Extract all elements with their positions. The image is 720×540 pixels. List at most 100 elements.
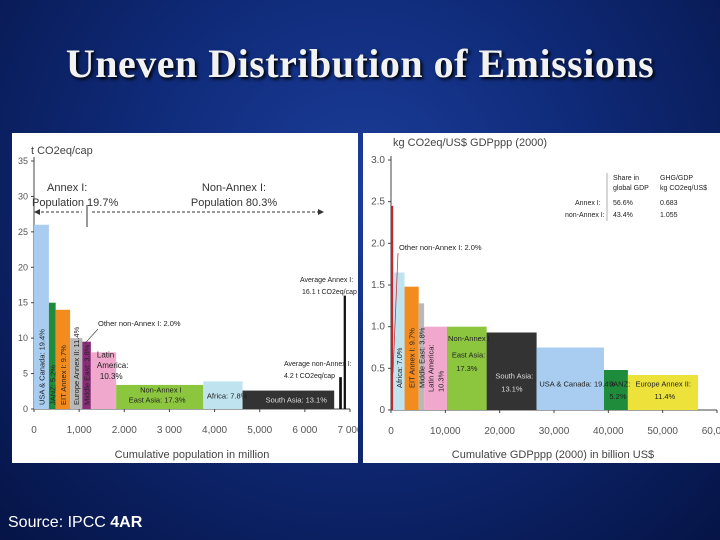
non-annex-label: Non-Annex I: [202, 182, 266, 194]
x-tick-label: 5,000 [247, 425, 272, 436]
bar-label: East Asia: 17.3% [129, 396, 186, 405]
bar-label: Latin [97, 350, 114, 359]
source-report: 4AR [110, 514, 143, 531]
x-tick-label: 2.000 [112, 425, 137, 436]
x-tick-label: 4,000 [202, 425, 227, 436]
other-non-annex-leader [84, 328, 99, 345]
bar-label: East Asia: [452, 351, 485, 360]
table-cell: 0.683 [660, 200, 678, 207]
bar-south-asia-13-1 [486, 332, 537, 410]
bar-other-non-annex-i-2-0 [339, 377, 342, 409]
bar-label: Middle East: 3.8% [83, 344, 92, 405]
y-tick-label: 5 [23, 369, 28, 379]
per-capita-chart-svg: 0 5 10 15 20 25 30 35 0 1,000 2.000 3 000 4,000 5,000… [18, 145, 358, 461]
per-gdp-chart-svg: 0 0.5 1.0 1.5 2.0 2.5 3.0 0 10,000 20,000 30,000 40… [371, 137, 720, 461]
bar-janz-5-2 [603, 370, 628, 410]
x-axis-title: Cumulative GDPppp (2000) in billion US$ [452, 449, 654, 461]
x-tick-label: 60,000 [702, 426, 720, 437]
average-non-annex-value: 4.2 t CO2eq/cap [284, 373, 335, 380]
y-tick-label: 0 [379, 405, 385, 416]
bar-europe-annex-ii-11-4 [70, 338, 83, 409]
y-tick-label: 0 [23, 404, 28, 414]
other-non-annex-note: Other non-Annex I: 2.0% [98, 319, 181, 328]
bar-south-asia-13-1 [242, 390, 335, 409]
bar-middle-east-3-8 [82, 341, 91, 409]
bar-label: Latin America: [427, 344, 436, 392]
x-tick-label: 1,000 [67, 425, 92, 436]
bar-other-non-annex-i-2-0 [343, 295, 346, 409]
y-axis-title: t CO2eq/cap [31, 145, 93, 157]
bar-label: 13.1% [501, 385, 523, 394]
bar-label: Non-Annex I [140, 386, 182, 395]
table-row-label: non-Annex I: [565, 212, 605, 219]
bar-latin-america-10-3 [90, 352, 117, 409]
table-header-share: global GDP [613, 185, 649, 192]
source-prefix: Source: IPCC [8, 514, 111, 531]
bar-label: JANZ: 5.2% [48, 365, 57, 405]
bar-label: South Asia: 13.1% [266, 396, 328, 405]
emissions-per-gdp-chart: 0 0.5 1.0 1.5 2.0 2.5 3.0 0 10,000 20,000 30,000 40… [363, 133, 720, 463]
y-tick-label: 2.0 [371, 238, 385, 249]
bar-label: Europe Annex II: 11.4% [72, 326, 81, 405]
y-tick-label: 10 [18, 333, 28, 343]
bar-label: EIT Annex I: 9.7% [408, 328, 417, 388]
bar-label: USA & Canada: 19.4% [37, 329, 46, 405]
other-non-annex-note: Other non-Annex I: 2.0% [399, 243, 482, 252]
y-tick-label: 1.5 [371, 280, 385, 291]
bar-usa-canada-19-4 [34, 224, 49, 409]
bar-europe-annex-ii-11-4 [627, 375, 698, 410]
bar-label: 17.3% [456, 364, 478, 373]
bar-middle-east-3-8 [418, 303, 425, 410]
bar-label: 5.2% [609, 392, 626, 401]
bar-other-non-annex-i-2-0 [391, 205, 394, 410]
bar-label: Non-Annex I [448, 334, 490, 343]
bar-eit-annex-i-9-7 [55, 309, 71, 409]
annex-arrow-head [34, 209, 40, 215]
annex-label: Annex I: [47, 182, 87, 194]
bar-label: Africa: 7.0% [395, 347, 404, 388]
bar-label: USA & Canada: 19.4% [539, 380, 615, 389]
y-tick-label: 25 [18, 227, 28, 237]
table-row-label: Annex I: [575, 200, 601, 207]
bar-label: Africa: 7.8% [207, 391, 248, 400]
x-tick-label: 3 000 [157, 425, 182, 436]
y-axis-title: kg CO2eq/US$ GDPppp (2000) [393, 137, 547, 149]
table-cell: 56.6% [613, 200, 633, 207]
non-annex-arrow-head [318, 209, 324, 215]
other-non-annex-leader [392, 252, 399, 374]
x-tick-label: 7 000 [337, 425, 358, 436]
average-annex-note: Average Annex I: [300, 277, 353, 284]
table-cell: 43.4% [613, 212, 633, 219]
average-non-annex-note: Average non-Annex I: [284, 361, 352, 368]
bar-label: JANZ: [609, 380, 630, 389]
table-header-ghg: GHG/GDP [660, 175, 693, 182]
bar-janz-5-2 [48, 302, 56, 409]
bar-label: 10.3% [100, 372, 123, 381]
bar-label: Middle East: 3.8% [417, 327, 426, 388]
bar-label: Europe Annex II: [636, 380, 691, 389]
x-tick-label: 6 000 [292, 425, 317, 436]
bar-usa-canada-19-4 [536, 347, 604, 410]
source-citation: Source: IPCC 4AR [8, 514, 142, 532]
y-tick-label: 15 [18, 298, 28, 308]
x-tick-label: 30,000 [539, 426, 570, 437]
y-tick-label: 3.0 [371, 155, 385, 166]
y-tick-label: 0.5 [371, 363, 385, 374]
table-header-share: Share in [613, 175, 639, 182]
bar-eit-annex-i-9-7 [404, 286, 419, 410]
x-tick-label: 40,000 [593, 426, 624, 437]
y-tick-label: 30 [18, 191, 28, 201]
average-annex-value: 16.1 t CO2eq/cap [302, 289, 357, 296]
slide-title: Uneven Distribution of Emissions [65, 41, 655, 86]
bar-label: South Asia: [495, 371, 533, 380]
bar-latin-america-10-3 [424, 326, 447, 410]
bar-label: 11.4% [655, 392, 676, 401]
x-tick-label: 0 [31, 425, 37, 436]
bar-non-annex-i-east-asia-17-3 [116, 384, 204, 409]
y-tick-label: 2.5 [371, 197, 385, 208]
y-tick-label: 35 [18, 156, 28, 166]
bar-label: EIT Annex I: 9.7% [59, 345, 68, 405]
table-header-ghg: kg CO2eq/US$ [660, 185, 707, 192]
x-tick-label: 50,000 [647, 426, 678, 437]
bar-africa-7-8 [203, 381, 243, 409]
